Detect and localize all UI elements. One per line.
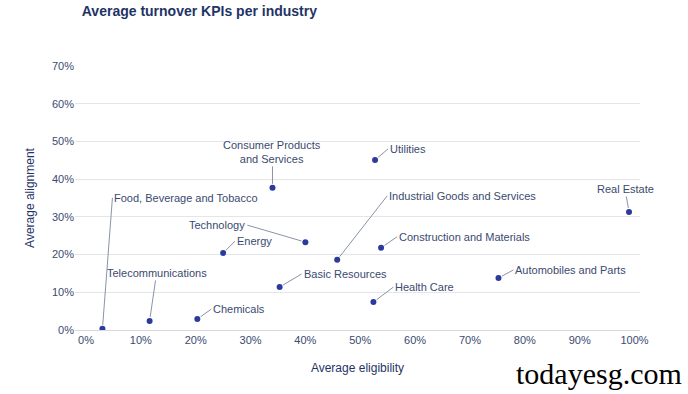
svg-text:Basic Resources: Basic Resources bbox=[304, 268, 387, 280]
svg-text:Average alignment: Average alignment bbox=[23, 147, 37, 248]
svg-text:10%: 10% bbox=[52, 286, 74, 298]
svg-text:Average turnover KPIs per indu: Average turnover KPIs per industry bbox=[82, 3, 317, 19]
svg-text:Energy: Energy bbox=[237, 235, 272, 247]
svg-text:Automobiles and Parts: Automobiles and Parts bbox=[515, 264, 626, 276]
svg-text:Real Estate: Real Estate bbox=[597, 183, 654, 195]
svg-text:100%: 100% bbox=[620, 334, 648, 346]
svg-text:60%: 60% bbox=[52, 98, 74, 110]
svg-text:Food, Beverage and Tobacco: Food, Beverage and Tobacco bbox=[114, 192, 258, 204]
svg-text:50%: 50% bbox=[52, 135, 74, 147]
svg-text:70%: 70% bbox=[52, 60, 74, 72]
svg-text:Technology: Technology bbox=[189, 219, 245, 231]
svg-text:50%: 50% bbox=[349, 334, 371, 346]
svg-text:20%: 20% bbox=[52, 248, 74, 260]
svg-text:Telecommunications: Telecommunications bbox=[107, 267, 207, 279]
svg-text:Construction and Materials: Construction and Materials bbox=[399, 231, 530, 243]
svg-text:0%: 0% bbox=[58, 324, 74, 336]
svg-text:70%: 70% bbox=[459, 334, 481, 346]
svg-text:Industrial Goods and Services: Industrial Goods and Services bbox=[389, 190, 536, 202]
svg-text:Utilities: Utilities bbox=[390, 143, 426, 155]
svg-text:40%: 40% bbox=[294, 334, 316, 346]
svg-text:90%: 90% bbox=[569, 334, 591, 346]
svg-text:todayesg.com: todayesg.com bbox=[516, 357, 682, 390]
svg-text:30%: 30% bbox=[52, 211, 74, 223]
svg-text:40%: 40% bbox=[52, 173, 74, 185]
svg-text:10%: 10% bbox=[130, 334, 152, 346]
svg-text:60%: 60% bbox=[404, 334, 426, 346]
svg-text:0%: 0% bbox=[78, 334, 94, 346]
svg-text:Health Care: Health Care bbox=[395, 281, 454, 293]
svg-text:20%: 20% bbox=[185, 334, 207, 346]
svg-text:Consumer Productsand Services: Consumer Productsand Services bbox=[223, 139, 321, 165]
svg-text:30%: 30% bbox=[240, 334, 262, 346]
svg-text:Average eligibility: Average eligibility bbox=[311, 361, 404, 375]
svg-text:80%: 80% bbox=[514, 334, 536, 346]
svg-text:Chemicals: Chemicals bbox=[213, 303, 265, 315]
